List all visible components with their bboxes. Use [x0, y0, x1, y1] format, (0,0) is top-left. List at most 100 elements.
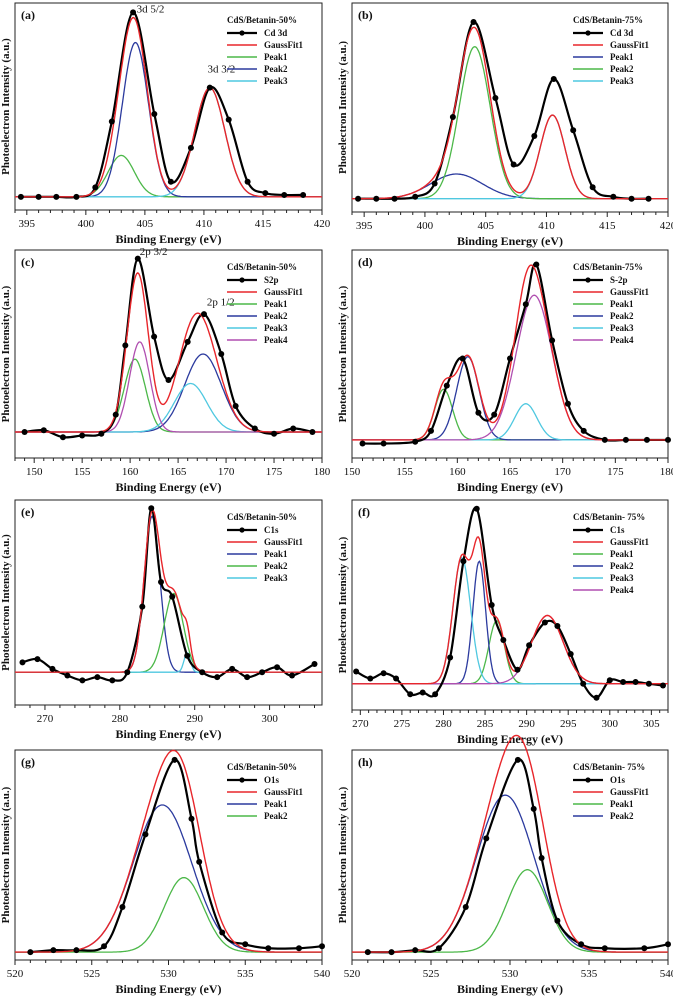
plot-frame	[14, 499, 323, 706]
data-point	[531, 133, 538, 139]
x-tick-label: 180	[660, 466, 673, 478]
data-point	[391, 195, 398, 202]
data-point	[570, 127, 577, 134]
data-point	[510, 161, 517, 168]
experimental-curve	[22, 507, 316, 682]
data-point	[271, 430, 278, 437]
panel-label: (f)	[358, 505, 370, 519]
panel-g: 520 525 530 535 540 Binding Energy (eV) Photoe…	[0, 749, 331, 996]
legend-entry: Peak4	[264, 335, 288, 345]
data-point	[130, 9, 137, 16]
panel-f: 270 275 280 285 290 295 300 305 Binding Energy (…	[337, 499, 669, 746]
data-point	[522, 301, 529, 308]
legend-entry: O1s	[610, 775, 626, 785]
x-tick-label: 540	[660, 968, 673, 980]
legend-marker	[239, 777, 245, 783]
x-tick-label: 160	[122, 466, 139, 478]
legend-title: CdS/Betanin-75%	[573, 15, 643, 25]
data-point	[367, 675, 374, 682]
data-point	[431, 180, 438, 187]
x-tick-label: 530	[502, 968, 519, 980]
x-tick-label: 175	[266, 466, 283, 478]
data-point	[462, 904, 469, 911]
legend-entry: Peak2	[264, 64, 288, 74]
data-point	[580, 680, 587, 687]
peak-curve-peak2	[15, 876, 322, 953]
data-point	[112, 411, 119, 418]
data-point	[660, 682, 667, 689]
data-point	[610, 193, 617, 200]
legend-entry: Peak1	[264, 52, 288, 62]
x-tick-label: 280	[112, 713, 129, 725]
legend-entry: S-2p	[610, 275, 628, 285]
x-tick-label: 180	[314, 466, 331, 478]
data-point	[491, 411, 498, 418]
data-point	[64, 672, 71, 679]
legend-entry: GaussFit1	[264, 787, 304, 797]
x-axis-label: Binding Energy (eV)	[115, 480, 221, 494]
data-point	[199, 669, 206, 676]
data-point	[79, 432, 86, 439]
x-tick-label: 410	[196, 218, 213, 230]
data-point	[460, 558, 467, 565]
y-axis-label: Photoelectron Intensity (a.u.)	[337, 536, 349, 673]
x-tick-label: 520	[344, 968, 361, 980]
x-axis-label: Binding Energy (eV)	[457, 982, 563, 996]
data-point	[158, 579, 165, 585]
legend-marker	[585, 527, 591, 533]
legend-marker	[239, 30, 245, 36]
legend-title: CdS/Betanin-50%	[227, 762, 297, 772]
data-point	[488, 602, 495, 608]
x-tick-label: 305	[643, 718, 660, 730]
gaussfit-curve	[352, 536, 668, 685]
data-point	[412, 193, 419, 200]
y-axis-label: Photoelectron Intensity (a.u.)	[337, 285, 349, 422]
gaussfit-curve	[352, 264, 668, 441]
data-point	[94, 674, 101, 681]
data-point	[428, 427, 434, 434]
x-tick-label: 170	[218, 466, 235, 478]
x-tick-label: 520	[7, 968, 24, 980]
legend-entry: Peak3	[610, 573, 634, 583]
data-point	[645, 195, 652, 202]
x-tick-label: 525	[423, 968, 440, 980]
data-point	[98, 430, 105, 437]
data-point	[109, 677, 116, 684]
data-point	[550, 76, 557, 82]
x-tick-label: 280	[435, 718, 452, 730]
data-point	[17, 193, 24, 200]
data-point	[580, 427, 587, 434]
legend-entry: Peak1	[610, 549, 634, 559]
panel-label: (e)	[21, 505, 34, 519]
data-point	[578, 941, 585, 948]
legend-entry: GaussFit1	[610, 40, 650, 50]
x-tick-label: 415	[255, 218, 272, 230]
data-point	[259, 669, 266, 676]
data-point	[295, 945, 302, 952]
data-point	[373, 195, 380, 202]
data-point	[165, 377, 172, 383]
data-point	[620, 679, 627, 685]
peak-curve-peak3	[352, 403, 668, 441]
data-point	[530, 805, 537, 812]
data-point	[470, 19, 477, 25]
data-point	[187, 144, 194, 151]
data-point	[206, 84, 213, 91]
y-axis-label: Photoelectron Intensity (a.u.)	[0, 534, 12, 671]
data-point	[281, 191, 288, 198]
peak-curve-peak1	[352, 620, 668, 685]
legend-entry: Peak4	[610, 335, 634, 345]
data-point	[435, 945, 442, 952]
legend-entry: C1s	[610, 525, 625, 535]
data-point	[554, 623, 561, 629]
data-point	[459, 355, 466, 362]
data-point	[244, 178, 251, 185]
x-tick-label: 275	[394, 718, 411, 730]
x-tick-label: 155	[396, 466, 413, 478]
x-tick-label: 300	[261, 713, 278, 725]
peak-curve-peak2	[15, 592, 322, 673]
data-point	[643, 436, 650, 443]
x-tick-label: 525	[84, 968, 101, 980]
data-point	[419, 689, 426, 696]
gaussfit-curve	[15, 509, 322, 673]
